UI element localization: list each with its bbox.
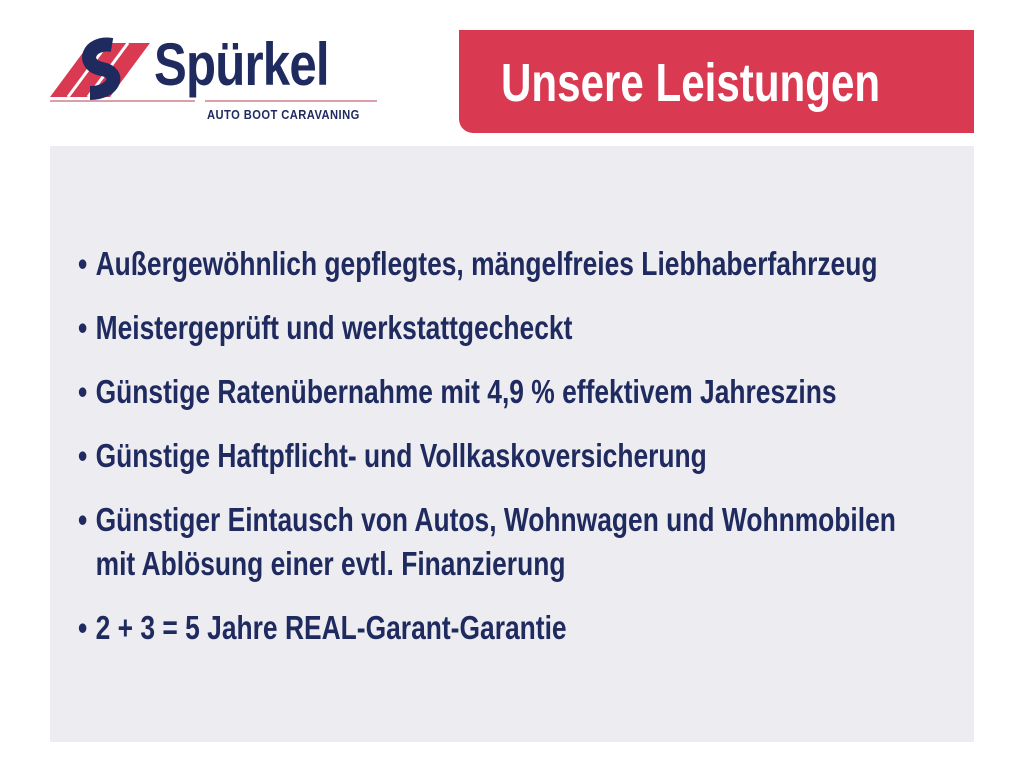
bullet-icon: • xyxy=(78,373,88,410)
bullet-icon: • xyxy=(78,245,88,282)
bullet-icon: • xyxy=(78,437,88,474)
logo-mark-icon xyxy=(50,37,150,100)
service-item: • Meistergeprüft und werkstattgecheckt xyxy=(78,306,896,350)
service-item: • Günstige Ratenübernahme mit 4,9 % effek… xyxy=(78,370,896,414)
logo-divider xyxy=(205,100,377,102)
brand-tagline: AUTO BOOT CARAVANING xyxy=(207,107,360,122)
service-text: Günstige Ratenübernahme mit 4,9 % effekt… xyxy=(95,373,837,410)
logo-divider xyxy=(50,100,195,102)
service-item: • Außergewöhnlich gepflegtes, mängelfreie… xyxy=(78,242,896,286)
services-panel: • Außergewöhnlich gepflegtes, mängelfreie… xyxy=(50,146,974,742)
service-text: Günstiger Eintausch von Autos, Wohnwagen… xyxy=(95,501,896,538)
bullet-icon: • xyxy=(78,501,88,538)
service-text: Außergewöhnlich gepflegtes, mängelfreies… xyxy=(95,245,878,282)
service-item: • 2 + 3 = 5 Jahre REAL-Garant-Garantie xyxy=(78,606,896,650)
service-item: • Günstiger Eintausch von Autos, Wohnwage… xyxy=(78,498,896,586)
service-text: 2 + 3 = 5 Jahre REAL-Garant-Garantie xyxy=(95,609,567,646)
spuerkel-logo: Spürkel AUTO BOOT CARAVANING xyxy=(50,30,380,130)
banner-title: Unsere Leistungen xyxy=(501,53,881,113)
title-banner: Unsere Leistungen xyxy=(459,30,974,133)
services-list: • Außergewöhnlich gepflegtes, mängelfreie… xyxy=(78,242,1024,670)
brand-name: Spürkel xyxy=(154,31,330,98)
bullet-icon: • xyxy=(78,309,88,346)
service-item: • Günstige Haftpflicht- und Vollkaskovers… xyxy=(78,434,896,478)
service-text: Meistergeprüft und werkstattgecheckt xyxy=(95,309,573,346)
bullet-icon: • xyxy=(78,609,88,646)
service-text: Günstige Haftpflicht- und Vollkaskoversi… xyxy=(95,437,707,474)
service-text: mit Ablösung einer evtl. Finanzierung xyxy=(95,545,566,582)
